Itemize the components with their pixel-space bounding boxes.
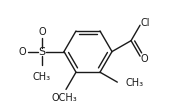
Text: O: O [140, 54, 148, 64]
Text: S: S [38, 47, 46, 57]
Text: O: O [18, 47, 26, 57]
Text: CH₃: CH₃ [33, 72, 51, 82]
Text: Cl: Cl [140, 18, 150, 28]
Text: OCH₃: OCH₃ [51, 93, 77, 103]
Text: O: O [38, 27, 46, 37]
Text: CH₃: CH₃ [125, 78, 143, 88]
